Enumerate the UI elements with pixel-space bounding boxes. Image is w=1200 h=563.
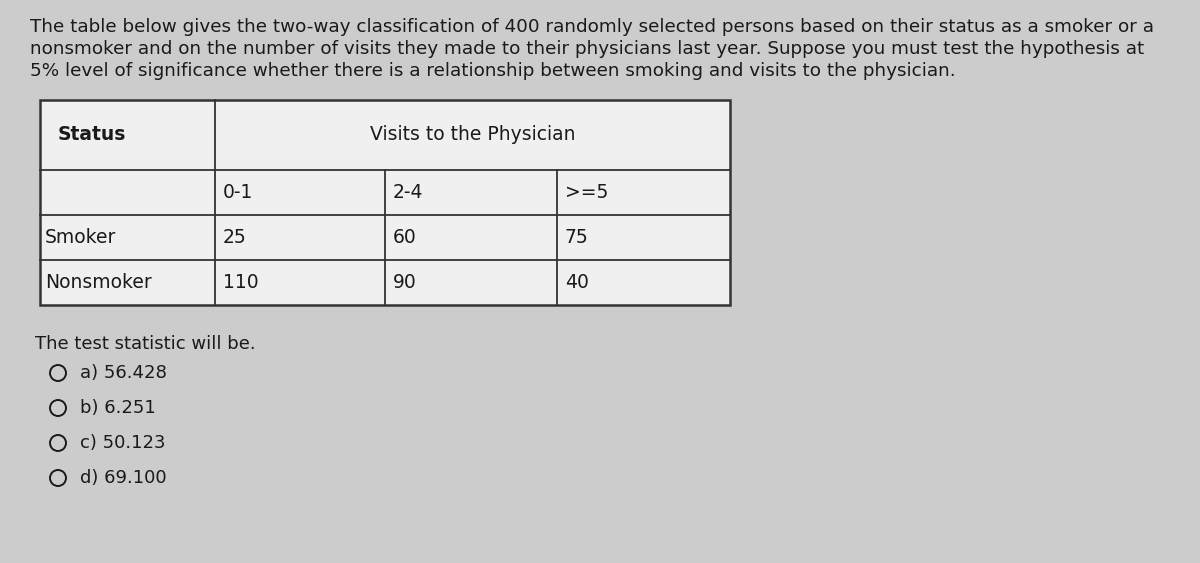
- Text: 90: 90: [394, 273, 416, 292]
- Text: 0-1: 0-1: [223, 183, 253, 202]
- Text: 25: 25: [223, 228, 247, 247]
- Text: 2-4: 2-4: [394, 183, 424, 202]
- Text: 5% level of significance whether there is a relationship between smoking and vis: 5% level of significance whether there i…: [30, 62, 955, 80]
- Text: 40: 40: [565, 273, 589, 292]
- Text: d) 69.100: d) 69.100: [80, 469, 167, 487]
- Text: c) 50.123: c) 50.123: [80, 434, 166, 452]
- Text: 110: 110: [223, 273, 259, 292]
- Text: Status: Status: [58, 126, 126, 145]
- Bar: [40, 100, 730, 305]
- Text: a) 56.428: a) 56.428: [80, 364, 167, 382]
- Text: b) 6.251: b) 6.251: [80, 399, 156, 417]
- Text: The table below gives the two-way classification of 400 randomly selected person: The table below gives the two-way classi…: [30, 18, 1154, 36]
- Text: Smoker: Smoker: [46, 228, 116, 247]
- Text: >=5: >=5: [565, 183, 608, 202]
- Text: The test statistic will be.: The test statistic will be.: [35, 335, 256, 353]
- Text: 60: 60: [394, 228, 416, 247]
- Text: 75: 75: [565, 228, 589, 247]
- Text: nonsmoker and on the number of visits they made to their physicians last year. S: nonsmoker and on the number of visits th…: [30, 40, 1145, 58]
- Text: Nonsmoker: Nonsmoker: [46, 273, 151, 292]
- Text: Visits to the Physician: Visits to the Physician: [370, 126, 575, 145]
